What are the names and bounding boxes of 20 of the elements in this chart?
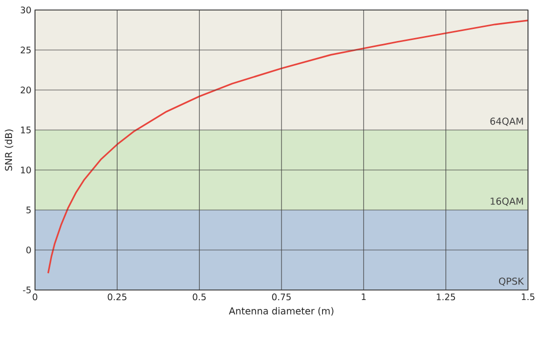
x-tick-label: 1 bbox=[362, 294, 366, 300]
x-tick-label: 0.5 bbox=[192, 294, 206, 300]
x-axis-title: Antenna diameter (m) bbox=[228, 307, 334, 316]
y-tick-label: 25 bbox=[20, 46, 31, 54]
y-tick-label: -5 bbox=[22, 286, 31, 294]
y-axis-title: SNR (dB) bbox=[4, 130, 14, 171]
y-tick-label: 30 bbox=[20, 6, 31, 14]
x-tick-label: 0.25 bbox=[108, 294, 126, 300]
y-tick-label: 15 bbox=[21, 126, 31, 134]
band-label: 64QAM bbox=[490, 118, 523, 126]
x-tick-label: 1.5 bbox=[522, 294, 534, 300]
x-tick-label: 0 bbox=[32, 294, 38, 300]
x-tick-label: 1.25 bbox=[436, 294, 456, 300]
x-tick-label: 0.75 bbox=[272, 294, 291, 300]
y-tick-label: 10 bbox=[21, 166, 31, 174]
y-tick-label: 5 bbox=[26, 206, 31, 214]
band-label: 16QAM bbox=[490, 198, 523, 206]
y-tick-label: 20 bbox=[20, 86, 31, 94]
y-tick-label: 0 bbox=[26, 246, 31, 254]
band-label: QPSK bbox=[498, 278, 524, 286]
